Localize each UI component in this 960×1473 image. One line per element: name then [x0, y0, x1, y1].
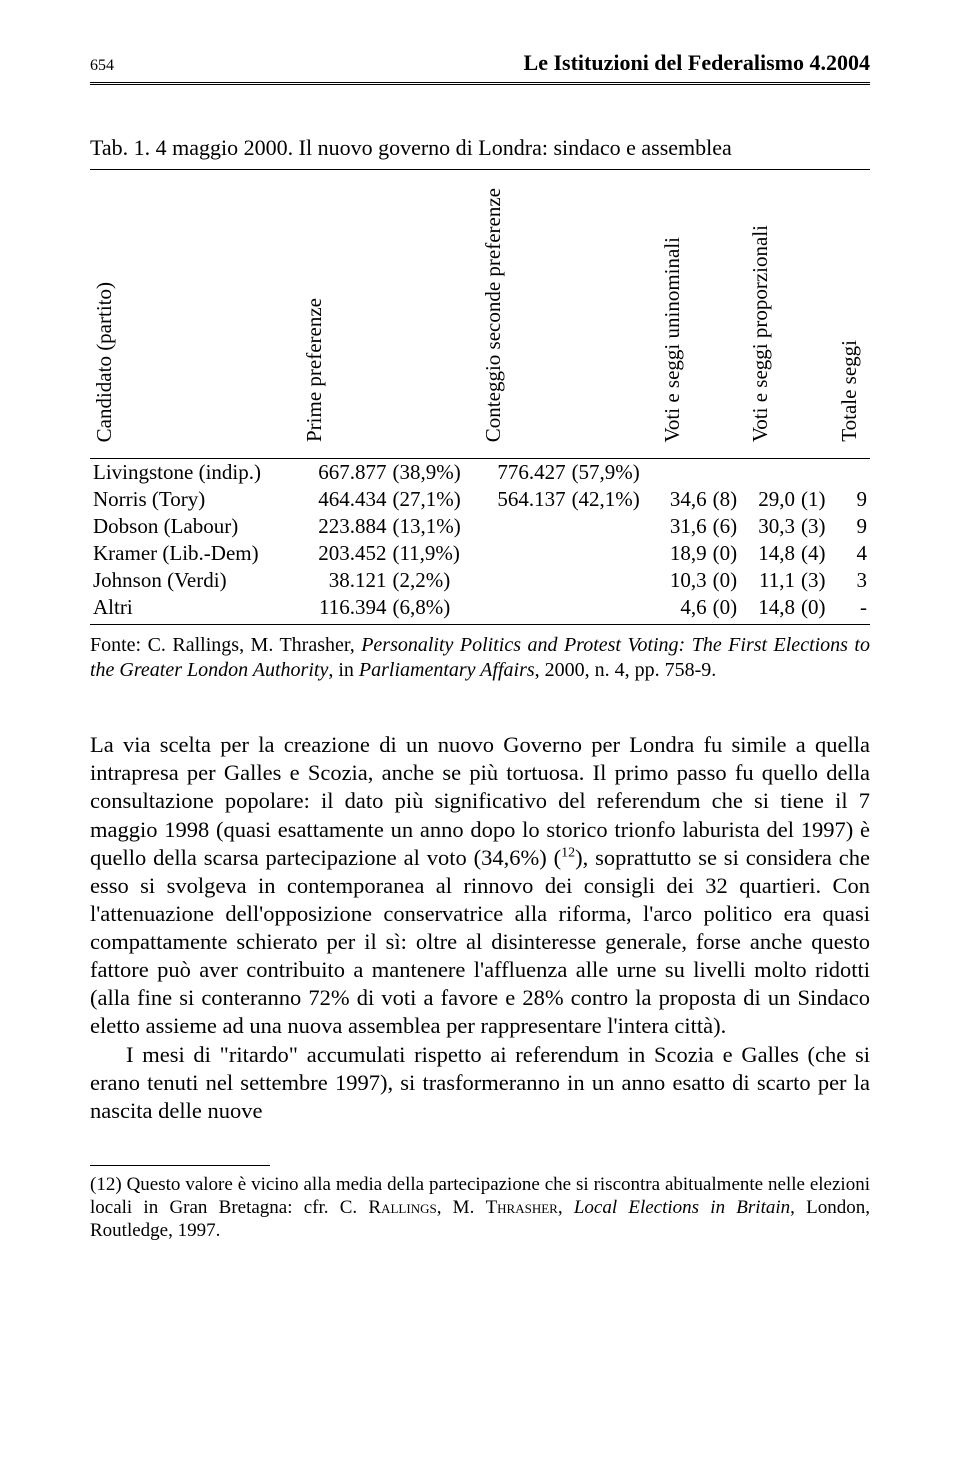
footnote-text-b: , M.: [437, 1197, 486, 1218]
cell-un-v: 4,6: [658, 594, 710, 625]
table-source: Fonte: C. Rallings, M. Thrasher, Persona…: [90, 633, 870, 683]
page: 654 Le Istituzioni del Federalismo 4.200…: [0, 0, 960, 1302]
cell-sp-p: [569, 513, 659, 540]
cell-sp-p: (42,1%): [569, 486, 659, 513]
col-totale-seggi: Totale seggi: [835, 180, 870, 459]
cell-sp-n: [479, 594, 569, 625]
cell-un-s: [710, 459, 747, 487]
col-seconde-preferenze: Conteggio seconde preferenze: [479, 180, 658, 459]
cell-un-s: (0): [710, 567, 747, 594]
cell-pr-v: 14,8: [746, 540, 798, 567]
col-proporzionali: Voti e seggi proporzionali: [746, 180, 834, 459]
cell-candidate: Johnson (Verdi): [90, 567, 300, 594]
cell-pr-v: 14,8: [746, 594, 798, 625]
cell-pp-n: 667.877: [300, 459, 390, 487]
cell-sp-n: 564.137: [479, 486, 569, 513]
election-table: Candidato (partito) Prime preferenze Con…: [90, 180, 870, 625]
paragraph-2: I mesi di "ritardo" accumulati rispetto …: [90, 1041, 870, 1125]
page-number: 654: [90, 57, 114, 75]
table-row: Johnson (Verdi) 38.121 (2,2%) 10,3 (0) 1…: [90, 567, 870, 594]
cell-sp-p: [569, 540, 659, 567]
cell-sp-p: [569, 594, 659, 625]
table-caption: Tab. 1. 4 maggio 2000. Il nuovo governo …: [90, 135, 870, 170]
cell-pr-v: [746, 459, 798, 487]
cell-pp-p: (6,8%): [389, 594, 479, 625]
cell-pp-n: 38.121: [300, 567, 390, 594]
cell-un-s: (6): [710, 513, 747, 540]
cell-sp-n: [479, 567, 569, 594]
cell-pr-v: 30,3: [746, 513, 798, 540]
cell-un-v: 10,3: [658, 567, 710, 594]
cell-pp-p: (27,1%): [389, 486, 479, 513]
cell-pr-s: (4): [798, 540, 835, 567]
cell-un-s: (0): [710, 540, 747, 567]
cell-pp-n: 116.394: [300, 594, 390, 625]
footnote-author-2: Thrasher: [486, 1197, 558, 1218]
cell-un-s: (0): [710, 594, 747, 625]
footnote-rule: [90, 1165, 270, 1166]
cell-pp-p: (13,1%): [389, 513, 479, 540]
footnote-author-1: Rallings: [368, 1197, 436, 1218]
cell-pp-p: (38,9%): [389, 459, 479, 487]
footnote-marker: (12): [90, 1174, 122, 1195]
cell-pp-n: 203.452: [300, 540, 390, 567]
cell-sp-n: 776.427: [479, 459, 569, 487]
cell-un-v: 31,6: [658, 513, 710, 540]
cell-candidate: Dobson (Labour): [90, 513, 300, 540]
journal-title: Le Istituzioni del Federalismo 4.2004: [524, 50, 870, 76]
running-head: 654 Le Istituzioni del Federalismo 4.200…: [90, 50, 870, 85]
cell-candidate: Livingstone (indip.): [90, 459, 300, 487]
body-text: La via scelta per la creazione di un nuo…: [90, 731, 870, 1125]
cell-pp-p: (11,9%): [389, 540, 479, 567]
table-row: Altri 116.394 (6,8%) 4,6 (0) 14,8 (0) -: [90, 594, 870, 625]
cell-sp-p: [569, 567, 659, 594]
footnote-title: Local Elections in Britain: [574, 1197, 790, 1218]
cell-candidate: Kramer (Lib.-Dem): [90, 540, 300, 567]
source-title-2: Parliamentary Affairs: [359, 659, 535, 681]
cell-pp-n: 223.884: [300, 513, 390, 540]
table-body: Livingstone (indip.) 667.877 (38,9%) 776…: [90, 459, 870, 625]
cell-tot: 9: [835, 486, 870, 513]
cell-un-v: 18,9: [658, 540, 710, 567]
footnote-text-c: ,: [558, 1197, 574, 1218]
paragraph-1: La via scelta per la creazione di un nuo…: [90, 731, 870, 1040]
cell-tot: 9: [835, 513, 870, 540]
cell-tot: -: [835, 594, 870, 625]
cell-pr-s: [798, 459, 835, 487]
table-row: Dobson (Labour) 223.884 (13,1%) 31,6 (6)…: [90, 513, 870, 540]
cell-pr-v: 29,0: [746, 486, 798, 513]
cell-sp-n: [479, 540, 569, 567]
cell-pr-s: (0): [798, 594, 835, 625]
cell-pr-s: (1): [798, 486, 835, 513]
source-prefix: Fonte: C. Rallings, M. Thrasher,: [90, 634, 361, 656]
cell-pr-v: 11,1: [746, 567, 798, 594]
cell-tot: [835, 459, 870, 487]
cell-sp-n: [479, 513, 569, 540]
table-row: Kramer (Lib.-Dem) 203.452 (11,9%) 18,9 (…: [90, 540, 870, 567]
source-mid: , in: [328, 659, 359, 681]
cell-candidate: Norris (Tory): [90, 486, 300, 513]
cell-un-s: (8): [710, 486, 747, 513]
cell-sp-p: (57,9%): [569, 459, 659, 487]
cell-pp-n: 464.434: [300, 486, 390, 513]
table-row: Livingstone (indip.) 667.877 (38,9%) 776…: [90, 459, 870, 487]
footnote-ref-12: 12: [561, 845, 575, 860]
cell-pr-s: (3): [798, 513, 835, 540]
table-row: Norris (Tory) 464.434 (27,1%) 564.137 (4…: [90, 486, 870, 513]
footnote-12: (12) Questo valore è vicino alla media d…: [90, 1174, 870, 1242]
cell-pr-s: (3): [798, 567, 835, 594]
cell-pp-p: (2,2%): [389, 567, 479, 594]
col-uninominali: Voti e seggi uninominali: [658, 180, 746, 459]
p1-part-b: ), soprattutto se si considera che esso …: [90, 845, 870, 1039]
col-candidato: Candidato (partito): [90, 180, 300, 459]
col-prime-preferenze: Prime preferenze: [300, 180, 479, 459]
cell-un-v: 34,6: [658, 486, 710, 513]
cell-tot: 3: [835, 567, 870, 594]
cell-un-v: [658, 459, 710, 487]
cell-candidate: Altri: [90, 594, 300, 625]
cell-tot: 4: [835, 540, 870, 567]
source-suffix: , 2000, n. 4, pp. 758-9.: [535, 659, 717, 681]
